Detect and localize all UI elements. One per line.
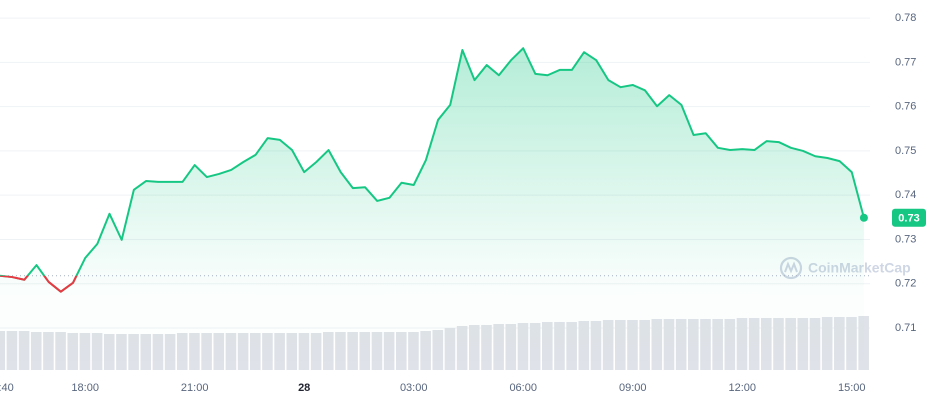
y-tick-label: 0.74 — [895, 189, 916, 201]
price-line — [0, 47, 865, 293]
y-tick-label: 0.75 — [895, 145, 916, 157]
last-price-dot — [859, 213, 868, 222]
y-tick-label: 0.71 — [895, 322, 916, 334]
y-tick-label: 0.72 — [895, 278, 916, 290]
x-tick-label: 03:00 — [400, 382, 428, 394]
x-tick-label: 21:00 — [181, 382, 209, 394]
y-tick-label: 0.77 — [895, 56, 916, 68]
x-tick-label: 12:00 — [728, 382, 756, 394]
x-tick-label: 28 — [298, 382, 310, 394]
y-tick-label: 0.76 — [895, 101, 916, 113]
x-tick-label: 18:00 — [71, 382, 99, 394]
y-tick-label: 0.78 — [895, 12, 916, 24]
last-price-label: 0.73 — [898, 213, 919, 225]
y-tick-label: 0.73 — [895, 233, 916, 245]
x-tick-label: 15:00 — [838, 382, 866, 394]
x-tick-label: 06:00 — [509, 382, 537, 394]
price-area — [0, 48, 864, 370]
x-tick-label: 09:00 — [619, 382, 647, 394]
x-tick-label: 15:40 — [0, 382, 14, 394]
last-price-badge — [892, 208, 926, 227]
